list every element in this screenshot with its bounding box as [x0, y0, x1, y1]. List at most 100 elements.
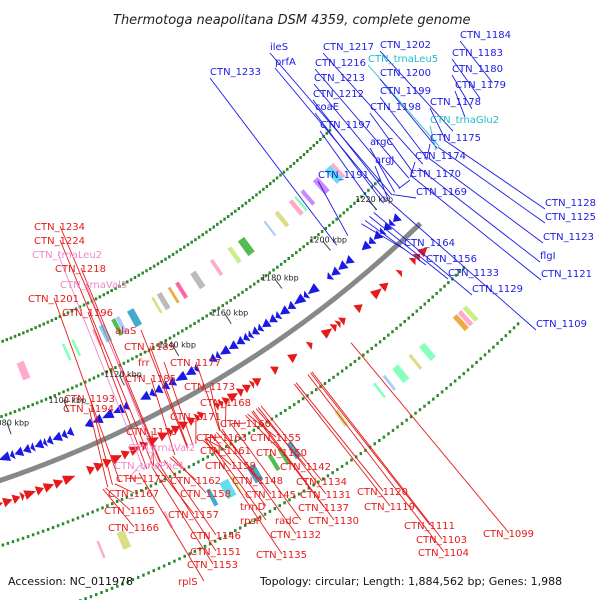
gc-tick-mark — [423, 404, 426, 408]
gc-tick-mark — [1, 543, 5, 547]
gc-tick-mark — [255, 193, 258, 197]
gc-tick-mark — [120, 497, 124, 501]
gc-tick-mark — [359, 452, 363, 456]
gene-label: CTN_trnaGlu2 — [430, 115, 499, 126]
gc-tick-mark — [436, 394, 439, 398]
gc-tick-mark — [225, 444, 228, 448]
forward-gene-arrow — [368, 236, 377, 244]
gc-tick-mark — [302, 153, 306, 157]
forward-gene-arrow — [257, 323, 265, 332]
gc-tick-mark — [61, 522, 65, 526]
gc-tick-mark — [34, 326, 37, 330]
gene-label: CTN_1172 — [116, 474, 167, 485]
gc-tick-mark — [353, 359, 357, 363]
gc-tick-mark — [164, 477, 167, 481]
gc-tick-mark — [129, 278, 133, 282]
gc-tick-mark — [443, 284, 446, 288]
gene-label: CTN_1131 — [300, 490, 351, 501]
gc-tick-mark — [283, 501, 286, 505]
reverse-gene-arrow — [52, 479, 64, 489]
gc-tick-mark — [223, 217, 226, 221]
gc-tick-mark — [141, 271, 144, 275]
gc-tick-mark — [152, 264, 156, 268]
gc-tick-mark — [203, 544, 207, 548]
reverse-gene-arrow — [93, 462, 104, 472]
forward-gene-arrow — [228, 340, 239, 350]
gc-tick-mark — [382, 336, 386, 340]
gc-tick-mark — [257, 426, 260, 430]
gc-tick-mark — [17, 333, 21, 337]
gc-tick-mark — [27, 404, 30, 408]
gene-label: CTN_1119 — [364, 502, 415, 513]
gc-tick-mark — [125, 495, 129, 499]
gc-tick-mark — [272, 268, 275, 272]
gc-tick-mark — [42, 322, 45, 326]
gene-label: CTN_1166 — [108, 523, 159, 534]
gc-tick-mark — [168, 336, 172, 340]
forward-gene-arrow — [34, 439, 45, 449]
gene-label: CTN_1183 — [452, 48, 503, 59]
kbp-tick-label: 1080 kbp — [0, 419, 29, 428]
gene-label: CTN_1156 — [426, 254, 477, 265]
gc-tick-mark — [243, 434, 246, 438]
forward-gene-arrow — [43, 437, 49, 447]
gc-tick-mark — [248, 521, 252, 525]
gene-label: coaE — [315, 102, 339, 113]
gene-label: CTN_1134 — [296, 477, 347, 488]
gc-tick-mark — [193, 549, 197, 553]
forward-gene-arrow — [154, 384, 164, 394]
gc-tick-mark — [160, 260, 164, 264]
gene-label: CTN_1171 — [170, 412, 221, 423]
gc-tick-mark — [284, 408, 287, 412]
label-leader-line — [295, 382, 384, 492]
gc-tick-mark — [183, 554, 186, 558]
gene-label: CTN_1162 — [170, 476, 221, 487]
gc-tick-mark — [335, 217, 338, 221]
gc-tick-mark — [1, 339, 4, 343]
gc-tick-mark — [319, 385, 322, 389]
gene-label: frr — [138, 358, 150, 369]
gc-tick-mark — [226, 215, 230, 219]
gc-tick-mark — [431, 295, 434, 299]
cog-block-forward — [294, 195, 308, 212]
cog-block-forward — [300, 189, 316, 206]
reverse-gene-arrow — [11, 494, 21, 505]
gc-tick-mark — [201, 316, 204, 320]
gc-tick-mark — [131, 357, 134, 361]
gc-tick-mark — [149, 484, 153, 488]
forward-gene-arrow — [361, 240, 372, 251]
forward-gene-arrow — [52, 431, 63, 441]
cog-block-forward — [274, 210, 290, 228]
gc-tick-mark — [314, 388, 318, 392]
gene-label: CTN_1173 — [184, 382, 235, 393]
gc-tick-mark — [110, 586, 114, 590]
gc-tick-mark — [268, 509, 272, 513]
reverse-gene-arrow — [353, 304, 363, 314]
gc-tick-mark — [283, 259, 287, 263]
cog-block-reverse — [419, 342, 436, 361]
gc-tick-mark — [291, 254, 294, 258]
label-leader-line — [151, 430, 155, 466]
label-leader-line — [459, 40, 493, 84]
gc-tick-mark — [194, 238, 197, 242]
forward-gene-arrow — [252, 326, 261, 335]
gc-tick-mark — [260, 277, 264, 281]
gc-tick-mark — [4, 413, 8, 417]
gc-tick-mark — [216, 222, 219, 226]
gc-tick-mark — [471, 364, 474, 368]
gc-tick-mark — [86, 512, 90, 516]
gc-tick-mark — [157, 566, 161, 570]
gc-tick-mark — [288, 406, 292, 410]
gc-tick-mark — [211, 452, 214, 456]
reverse-gene-arrow — [120, 450, 130, 460]
genome-backbone — [0, 221, 423, 484]
gc-tick-mark — [346, 208, 349, 212]
gc-tick-mark — [409, 415, 413, 419]
forward-gene-arrow — [269, 314, 279, 323]
label-leader-line — [367, 64, 440, 147]
gc-tick-mark — [171, 252, 175, 256]
gc-tick-mark — [324, 226, 328, 230]
label-leader-line — [361, 223, 405, 250]
gc-tick-mark — [302, 489, 306, 493]
gc-tick-mark — [391, 428, 395, 432]
